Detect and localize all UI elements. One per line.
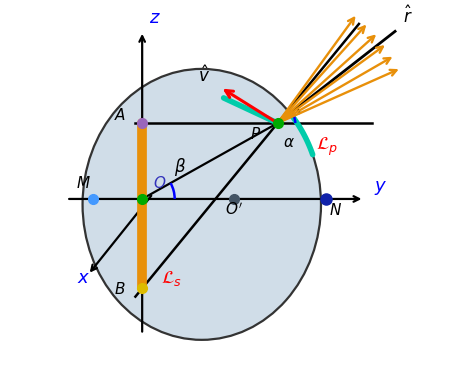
Text: $\hat{r}$: $\hat{r}$ bbox=[403, 5, 413, 27]
Text: $B$: $B$ bbox=[114, 281, 126, 297]
Text: $O$: $O$ bbox=[153, 175, 166, 191]
Text: $y$: $y$ bbox=[374, 179, 387, 197]
Text: $O'$: $O'$ bbox=[225, 202, 243, 218]
Text: $N$: $N$ bbox=[329, 202, 342, 218]
Text: $z$: $z$ bbox=[149, 9, 161, 27]
Text: $x$: $x$ bbox=[77, 269, 91, 287]
Text: $P$: $P$ bbox=[250, 126, 261, 142]
Text: $\mathcal{L}_p$: $\mathcal{L}_p$ bbox=[316, 136, 337, 158]
Text: $M$: $M$ bbox=[76, 175, 91, 191]
Ellipse shape bbox=[82, 69, 321, 340]
Text: $\alpha$: $\alpha$ bbox=[283, 135, 294, 151]
Text: $A$: $A$ bbox=[114, 107, 126, 123]
Text: $\beta$: $\beta$ bbox=[174, 156, 186, 178]
Text: $\hat{v}$: $\hat{v}$ bbox=[198, 65, 210, 86]
Text: $\mathcal{L}_s$: $\mathcal{L}_s$ bbox=[161, 269, 182, 288]
